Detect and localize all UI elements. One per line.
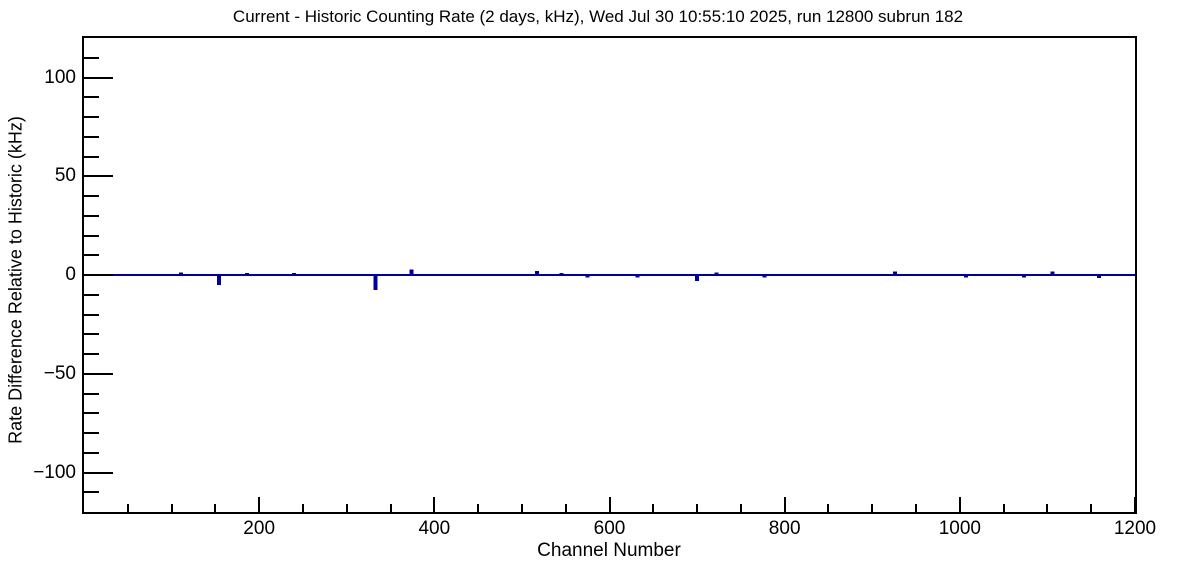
x-tick bbox=[827, 504, 829, 512]
y-tick-label: −100 bbox=[33, 461, 76, 483]
x-tick bbox=[1046, 504, 1048, 512]
x-tick-label: 800 bbox=[768, 518, 801, 539]
x-tick bbox=[959, 497, 961, 512]
x-tick bbox=[1134, 497, 1136, 512]
y-tick bbox=[84, 353, 99, 355]
x-tick bbox=[258, 497, 260, 512]
y-tick bbox=[84, 195, 99, 197]
x-tick bbox=[871, 504, 873, 512]
x-tick bbox=[214, 504, 216, 512]
y-tick bbox=[84, 294, 99, 296]
y-tick bbox=[84, 412, 99, 414]
y-tick bbox=[84, 77, 113, 79]
y-tick bbox=[84, 254, 99, 256]
y-tick bbox=[84, 472, 113, 474]
y-tick bbox=[84, 333, 99, 335]
x-tick bbox=[346, 504, 348, 512]
x-tick bbox=[127, 504, 129, 512]
y-tick bbox=[84, 491, 99, 493]
y-tick-label: −50 bbox=[43, 362, 76, 384]
x-tick bbox=[696, 504, 698, 512]
y-tick bbox=[84, 393, 99, 395]
y-tick-label: 0 bbox=[65, 264, 76, 285]
y-tick-label: 50 bbox=[54, 165, 76, 187]
x-tick-label: 1200 bbox=[1113, 518, 1157, 539]
x-tick bbox=[1003, 504, 1005, 512]
x-tick bbox=[302, 504, 304, 512]
y-tick bbox=[84, 136, 99, 138]
x-tick bbox=[1090, 504, 1092, 512]
x-tick-label: 200 bbox=[243, 518, 276, 539]
x-axis-title: Channel Number bbox=[537, 540, 681, 561]
x-tick bbox=[521, 504, 523, 512]
y-tick bbox=[84, 235, 99, 237]
x-tick-label: 600 bbox=[593, 518, 626, 539]
y-tick bbox=[84, 432, 99, 434]
y-tick bbox=[84, 175, 113, 177]
x-tick bbox=[171, 504, 173, 512]
y-tick bbox=[84, 274, 113, 276]
x-tick-label: 400 bbox=[418, 518, 451, 539]
y-tick bbox=[84, 452, 99, 454]
x-tick bbox=[609, 497, 611, 512]
x-tick bbox=[740, 504, 742, 512]
x-tick bbox=[477, 504, 479, 512]
y-tick bbox=[84, 96, 99, 98]
data-line-svg bbox=[84, 269, 1135, 290]
y-tick bbox=[84, 373, 113, 375]
y-axis-title: Rate Difference Relative to Historic (kH… bbox=[5, 116, 26, 444]
y-tick bbox=[84, 314, 99, 316]
x-tick bbox=[784, 497, 786, 512]
x-tick bbox=[433, 497, 435, 512]
y-tick-label: 100 bbox=[44, 66, 76, 88]
x-tick bbox=[652, 504, 654, 512]
y-tick bbox=[84, 57, 99, 59]
y-tick bbox=[84, 215, 99, 217]
x-tick bbox=[565, 504, 567, 512]
histogram-line bbox=[84, 269, 1135, 290]
chart-title: Current - Historic Counting Rate (2 days… bbox=[232, 7, 964, 26]
y-tick bbox=[84, 116, 99, 118]
x-tick bbox=[915, 504, 917, 512]
y-tick bbox=[84, 156, 99, 158]
x-tick-label: 1000 bbox=[938, 518, 981, 539]
x-tick bbox=[390, 504, 392, 512]
